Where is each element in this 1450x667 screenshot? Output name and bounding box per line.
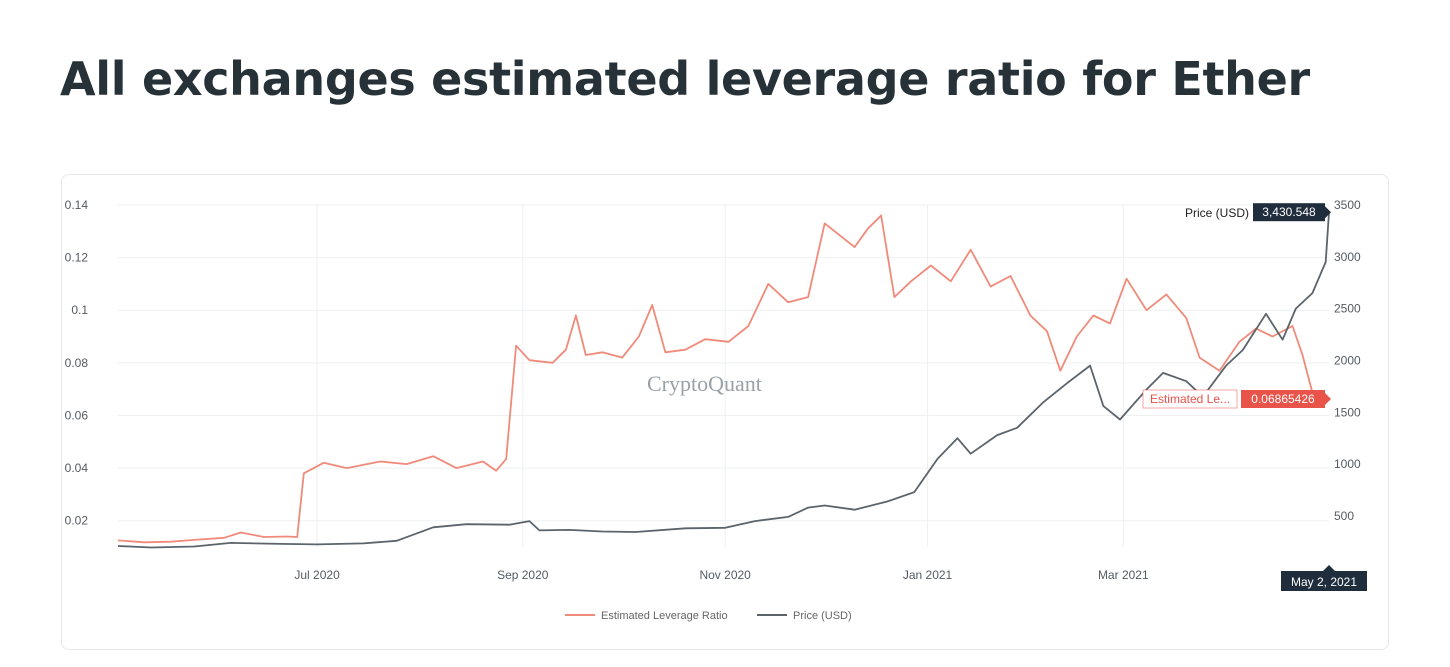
- y-left-tick-label: 0.12: [65, 251, 89, 265]
- hover-price-arrow: [1325, 206, 1331, 219]
- y-left-tick-label: 0.08: [65, 356, 89, 370]
- watermark: CryptoQuant: [647, 371, 762, 396]
- y-right-tick-label: 2500: [1334, 302, 1361, 316]
- y-left-tick-label: 0.14: [65, 198, 89, 212]
- hover-date-arrow: [1323, 565, 1335, 571]
- page-title: All exchanges estimated leverage ratio f…: [60, 52, 1310, 106]
- legend-item-leverage[interactable]: Estimated Leverage Ratio: [565, 610, 728, 622]
- y-axis-right: 500 1000 1500 2000 2500 3000 3500: [1334, 198, 1361, 523]
- leverage-price-chart[interactable]: Jul 2020 Sep 2020 Nov 2020 Jan 2021 Mar 2021…: [62, 175, 1390, 651]
- hover-leverage-name-box: [1142, 389, 1238, 409]
- hover-date-label: May 2, 2021: [1291, 575, 1357, 589]
- hover-price-box: [1253, 203, 1325, 222]
- y-right-tick-label: 3000: [1334, 250, 1361, 264]
- y-right-tick-label: 1000: [1334, 457, 1361, 471]
- leverage-ratio-line: [117, 214, 1314, 544]
- x-tick-label: Sep 2020: [497, 568, 549, 582]
- x-tick-label: Jan 2021: [903, 568, 953, 582]
- series-lines: [117, 212, 1330, 549]
- grid-lines: [118, 204, 1329, 547]
- y-left-tick-label: 0.1: [71, 303, 88, 317]
- y-left-tick-label: 0.02: [65, 514, 89, 528]
- chart-card: Jul 2020 Sep 2020 Nov 2020 Jan 2021 Mar 2021…: [61, 174, 1389, 650]
- legend[interactable]: Estimated Leverage Ratio Price (USD): [565, 610, 852, 622]
- y-right-tick-label: 3500: [1334, 198, 1361, 212]
- y-axis-left: 0.02 0.04 0.06 0.08 0.1 0.12 0.14: [65, 198, 89, 528]
- hover-date-box: [1281, 571, 1367, 591]
- legend-item-price[interactable]: Price (USD): [757, 610, 852, 622]
- legend-label: Price (USD): [793, 610, 852, 622]
- x-tick-label: Nov 2020: [699, 568, 751, 582]
- legend-label: Estimated Leverage Ratio: [601, 610, 728, 622]
- price-line: [117, 212, 1330, 549]
- hover-labels: Price (USD) 3,430.548 0.06865426 Estimated …: [1142, 203, 1367, 591]
- y-right-tick-label: 1500: [1334, 405, 1361, 419]
- hover-leverage-box: [1241, 390, 1325, 408]
- hover-leverage-value: 0.06865426: [1251, 392, 1315, 406]
- x-axis: Jul 2020 Sep 2020 Nov 2020 Jan 2021 Mar 2021: [294, 568, 1149, 582]
- x-tick-label: Mar 2021: [1098, 568, 1149, 582]
- y-right-tick-label: 500: [1334, 509, 1354, 523]
- hover-leverage-name: Estimated Le...: [1150, 392, 1230, 406]
- y-left-tick-label: 0.06: [65, 408, 89, 422]
- hover-leverage-arrow: [1325, 393, 1331, 405]
- hover-price-value: 3,430.548: [1262, 205, 1316, 219]
- x-tick-label: Jul 2020: [294, 568, 340, 582]
- hover-price-name: Price (USD): [1185, 206, 1249, 220]
- y-left-tick-label: 0.04: [65, 461, 89, 475]
- y-right-tick-label: 2000: [1334, 353, 1361, 367]
